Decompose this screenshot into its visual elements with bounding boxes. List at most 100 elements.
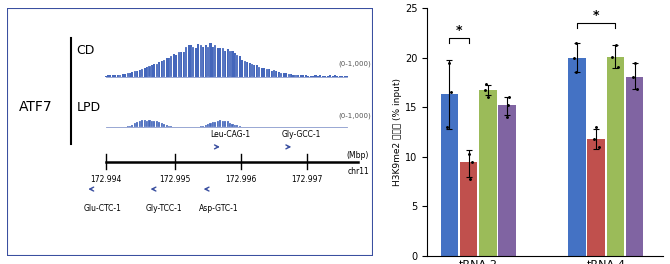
Bar bbox=[202, 126, 204, 127]
Bar bbox=[161, 123, 163, 127]
Bar bbox=[163, 60, 165, 77]
Bar bbox=[334, 76, 336, 77]
Bar bbox=[185, 47, 187, 77]
Bar bbox=[224, 51, 226, 77]
Bar bbox=[287, 74, 289, 77]
Bar bbox=[141, 120, 143, 127]
Bar bbox=[479, 90, 496, 256]
Bar bbox=[214, 45, 216, 77]
Bar bbox=[139, 70, 141, 77]
Bar bbox=[141, 120, 143, 127]
Bar bbox=[222, 48, 224, 77]
Bar bbox=[134, 71, 136, 77]
Bar bbox=[139, 121, 141, 127]
Bar bbox=[305, 76, 307, 77]
Text: Asp-GTC-1: Asp-GTC-1 bbox=[199, 204, 239, 213]
Bar bbox=[229, 51, 231, 77]
Bar bbox=[263, 68, 265, 77]
Bar bbox=[136, 122, 138, 127]
Bar bbox=[241, 126, 243, 127]
Bar bbox=[146, 67, 148, 77]
Bar bbox=[202, 126, 204, 127]
Bar bbox=[324, 76, 326, 77]
Bar bbox=[231, 124, 234, 127]
FancyBboxPatch shape bbox=[7, 8, 373, 256]
Bar bbox=[178, 52, 180, 77]
Bar bbox=[202, 47, 204, 77]
Bar bbox=[441, 94, 458, 256]
Bar bbox=[129, 126, 131, 127]
Bar bbox=[200, 45, 202, 77]
Bar bbox=[322, 76, 324, 77]
Bar bbox=[134, 123, 136, 127]
Bar bbox=[127, 73, 129, 77]
Bar bbox=[212, 122, 214, 127]
Bar bbox=[115, 75, 117, 77]
Bar bbox=[146, 121, 148, 127]
Text: 172.995: 172.995 bbox=[159, 176, 191, 185]
Bar bbox=[234, 53, 236, 77]
Bar bbox=[320, 76, 322, 77]
Bar bbox=[180, 52, 182, 77]
Bar bbox=[224, 121, 226, 127]
Bar bbox=[136, 122, 138, 127]
Bar bbox=[239, 126, 241, 127]
Bar bbox=[237, 55, 239, 77]
Bar bbox=[231, 124, 234, 127]
Bar bbox=[185, 47, 187, 77]
Bar bbox=[588, 139, 605, 256]
Bar bbox=[200, 45, 202, 77]
Bar bbox=[222, 121, 224, 127]
Bar bbox=[146, 121, 148, 127]
Bar bbox=[226, 49, 228, 77]
Bar bbox=[127, 126, 129, 127]
Bar bbox=[178, 52, 180, 77]
Bar bbox=[158, 122, 160, 127]
Bar bbox=[112, 75, 114, 77]
Bar bbox=[346, 76, 348, 77]
Bar bbox=[287, 74, 289, 77]
Bar bbox=[161, 61, 163, 77]
Bar bbox=[153, 121, 155, 127]
Bar bbox=[168, 126, 170, 127]
Bar bbox=[129, 73, 131, 77]
Bar bbox=[295, 75, 297, 77]
Bar bbox=[460, 162, 478, 256]
Bar bbox=[176, 55, 178, 77]
Text: Gly-TCC-1: Gly-TCC-1 bbox=[146, 204, 182, 213]
Bar bbox=[210, 123, 212, 127]
Bar bbox=[251, 64, 253, 77]
Text: *: * bbox=[593, 9, 600, 22]
Bar bbox=[293, 75, 295, 77]
Bar bbox=[265, 69, 268, 77]
Bar bbox=[131, 72, 133, 77]
Bar bbox=[229, 51, 231, 77]
Bar bbox=[168, 126, 170, 127]
Bar bbox=[168, 58, 170, 77]
Bar bbox=[214, 45, 216, 77]
Text: ATF7: ATF7 bbox=[19, 100, 53, 114]
Bar bbox=[310, 76, 312, 77]
Bar bbox=[143, 120, 145, 127]
Bar bbox=[127, 73, 129, 77]
Bar bbox=[217, 121, 219, 127]
Bar bbox=[156, 121, 158, 127]
Bar bbox=[173, 54, 175, 77]
Bar bbox=[217, 121, 219, 127]
Bar bbox=[149, 66, 151, 77]
Bar bbox=[329, 76, 331, 77]
Bar bbox=[136, 71, 138, 77]
Bar bbox=[217, 48, 219, 77]
Bar bbox=[161, 123, 163, 127]
Bar bbox=[195, 48, 197, 77]
Bar bbox=[204, 45, 206, 77]
Bar bbox=[124, 74, 126, 77]
Bar bbox=[165, 125, 168, 127]
Bar bbox=[170, 56, 172, 77]
Bar bbox=[222, 48, 224, 77]
Bar bbox=[165, 125, 168, 127]
Bar bbox=[210, 43, 212, 77]
Bar bbox=[226, 121, 228, 127]
Bar bbox=[214, 122, 216, 127]
Bar bbox=[234, 125, 236, 127]
